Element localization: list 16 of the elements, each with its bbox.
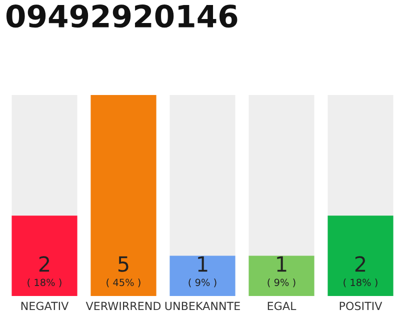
x-tick-label: VERWIRREND xyxy=(86,302,161,310)
x-tick-label: NEGATIV xyxy=(21,302,69,310)
data-label: 2 xyxy=(355,256,366,272)
x-tick-label: POSITIV xyxy=(340,302,382,310)
annotation: ( 9% ) xyxy=(188,278,216,288)
annotation: ( 45% ) xyxy=(106,278,140,288)
chart-title: 09492920146 xyxy=(6,4,238,28)
data-label: 2 xyxy=(39,256,50,272)
x-tick-label: UNBEKANNTE xyxy=(165,302,240,310)
x-tick-label: EGAL xyxy=(268,302,296,310)
data-label: 1 xyxy=(277,256,286,272)
annotation: ( 18% ) xyxy=(344,278,378,288)
data-label: 5 xyxy=(118,256,128,272)
annotation: ( 9% ) xyxy=(268,278,296,288)
data-label: 1 xyxy=(198,256,208,272)
annotation: ( 18% ) xyxy=(28,278,62,288)
